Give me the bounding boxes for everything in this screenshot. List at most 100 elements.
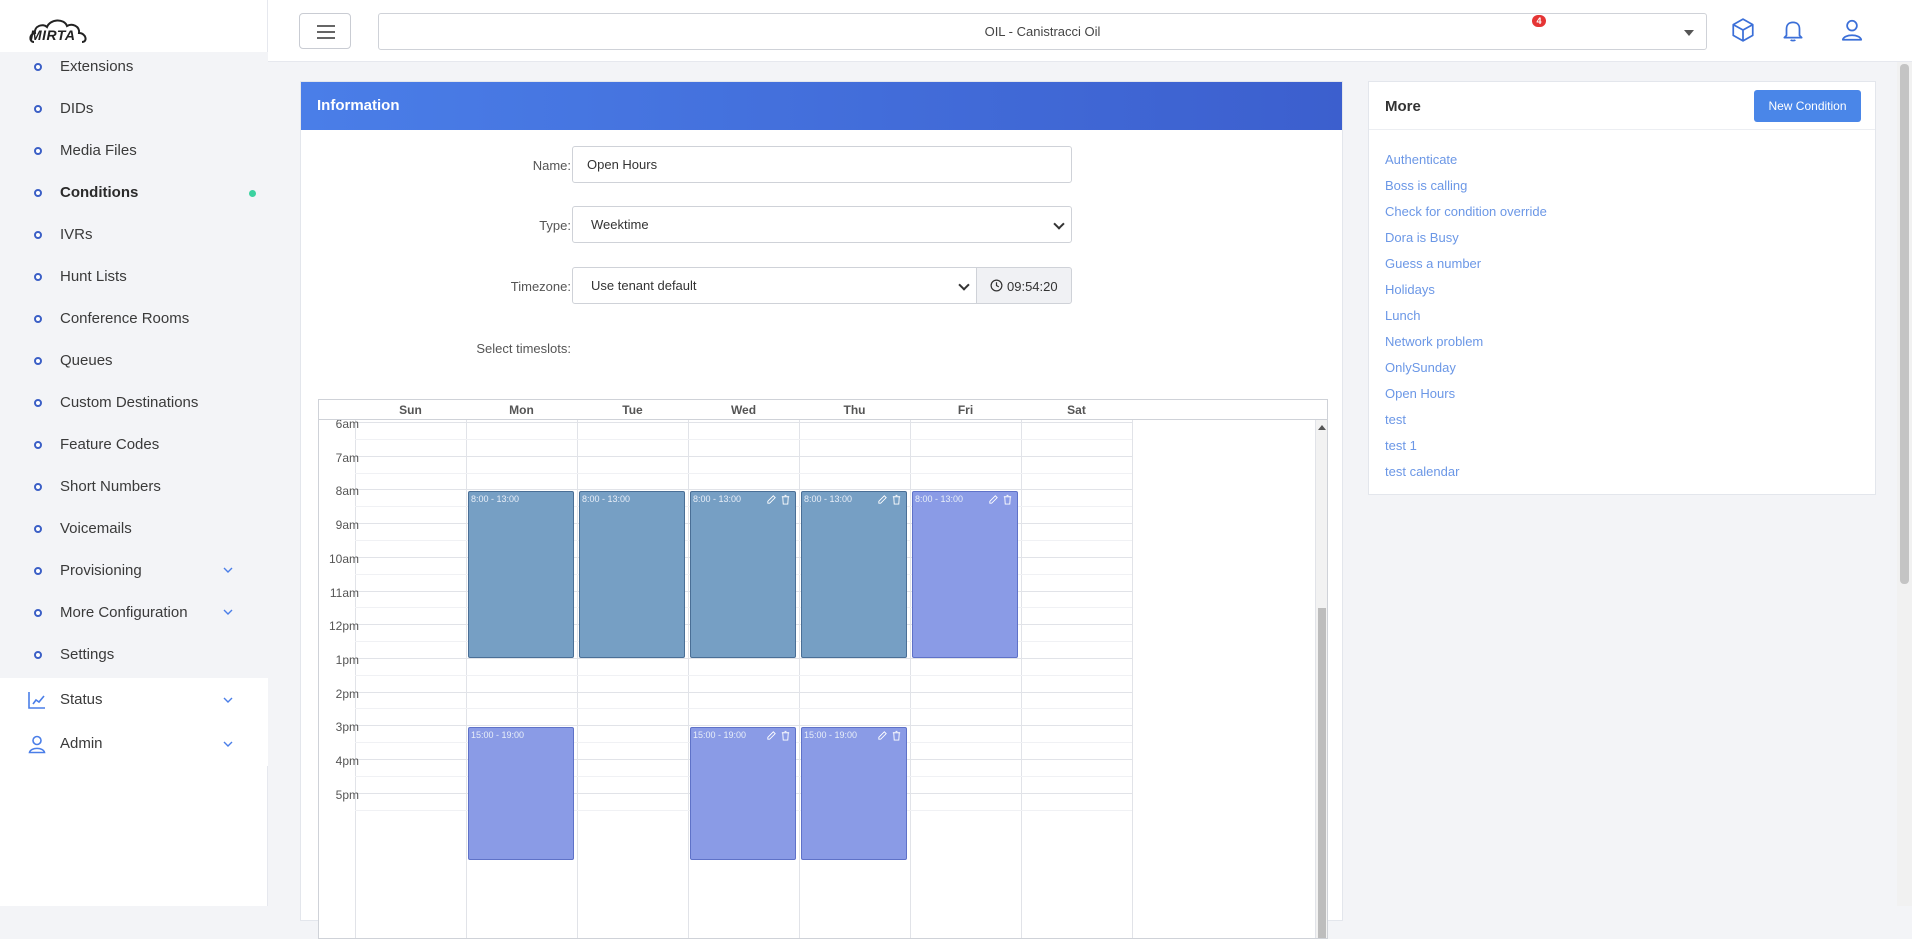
- sidebar-item-custom-destinations[interactable]: Custom Destinations: [0, 384, 268, 426]
- page-scrollbar[interactable]: [1897, 62, 1912, 906]
- condition-link[interactable]: Lunch: [1385, 308, 1421, 323]
- calendar-scrollbar[interactable]: [1315, 420, 1327, 938]
- timeslot-tue[interactable]: 8:00 - 13:00: [579, 491, 685, 658]
- bell-icon[interactable]: [1780, 17, 1806, 43]
- condition-link[interactable]: Check for condition override: [1385, 204, 1547, 219]
- chevron-down-icon: [223, 567, 233, 573]
- grid-column-line: [1021, 400, 1022, 938]
- more-title: More: [1385, 98, 1421, 115]
- timeslot-wed[interactable]: 8:00 - 13:00: [690, 491, 796, 658]
- timeslot-calendar[interactable]: 6am 7am 8am 9am 10am 11am 12pm 1pm 2pm 3pm 4pm 5pm 8…: [318, 399, 1328, 939]
- sidebar-item-media-files[interactable]: Media Files: [0, 132, 268, 174]
- scroll-up-arrow-icon[interactable]: [1318, 425, 1326, 430]
- condition-link[interactable]: Guess a number: [1385, 256, 1482, 271]
- time-label: 6am: [335, 417, 359, 431]
- sidebar-item-short-numbers[interactable]: Short Numbers: [0, 468, 268, 510]
- day-header-thu: Thu: [843, 403, 866, 417]
- condition-link[interactable]: Dora is Busy: [1385, 230, 1459, 245]
- chart-icon: [28, 692, 45, 709]
- sidebar-item-settings[interactable]: Settings: [0, 636, 268, 678]
- timeslot-mon[interactable]: 8:00 - 13:00: [468, 491, 574, 658]
- sidebar-item-hunt-lists[interactable]: Hunt Lists: [0, 258, 268, 300]
- user-account-icon[interactable]: [1839, 17, 1865, 43]
- clock-icon: [990, 279, 1003, 292]
- page-scroll-thumb[interactable]: [1900, 64, 1909, 584]
- condition-link[interactable]: Holidays: [1385, 282, 1435, 297]
- condition-link[interactable]: Authenticate: [1385, 152, 1458, 167]
- bullet-icon: [34, 189, 42, 197]
- sidebar-item-label: Settings: [60, 646, 115, 663]
- calendar-scroll-thumb[interactable]: [1318, 608, 1326, 938]
- sidebar-item-more-configuration[interactable]: More Configuration: [0, 594, 268, 636]
- edit-pencil-icon[interactable]: [877, 730, 888, 741]
- grid-column-line: [910, 400, 911, 938]
- new-condition-button[interactable]: New Condition: [1754, 90, 1861, 122]
- sidebar-item-feature-codes[interactable]: Feature Codes: [0, 426, 268, 468]
- bullet-icon: [34, 63, 42, 71]
- name-input[interactable]: Open Hours: [572, 146, 1072, 183]
- timezone-select[interactable]: Use tenant default: [572, 267, 977, 304]
- bullet-icon: [34, 315, 42, 323]
- delete-trash-icon[interactable]: [891, 494, 902, 505]
- sidebar-item-label: Hunt Lists: [60, 268, 127, 285]
- grid-column-line: [688, 400, 689, 938]
- timeslot-fri[interactable]: 8:00 - 13:00: [912, 491, 1018, 658]
- cube-icon[interactable]: [1730, 17, 1756, 43]
- sidebar-item-status[interactable]: Status: [0, 678, 268, 722]
- edit-pencil-icon[interactable]: [766, 494, 777, 505]
- bullet-icon: [34, 399, 42, 407]
- sidebar-item-provisioning[interactable]: Provisioning: [0, 552, 268, 594]
- sidebar-item-queues[interactable]: Queues: [0, 342, 268, 384]
- tenant-select-value: OIL - Canistracci Oil: [984, 24, 1101, 39]
- condition-link[interactable]: test: [1385, 412, 1406, 427]
- sidebar-item-dids[interactable]: DIDs: [0, 90, 268, 132]
- hamburger-icon: [317, 25, 335, 27]
- sidebar-item-conditions[interactable]: Conditions: [0, 174, 268, 216]
- grid-column-line: [355, 400, 356, 938]
- grid-half-hour-line: [355, 674, 1132, 676]
- edit-pencil-icon[interactable]: [988, 494, 999, 505]
- sidebar-item-admin[interactable]: Admin: [0, 722, 268, 766]
- edit-pencil-icon[interactable]: [766, 730, 777, 741]
- sidebar: MIRTA Extensions DIDs Media Files Condition…: [0, 0, 268, 906]
- cloud-logo-icon: [29, 19, 87, 43]
- more-header: More New Condition: [1369, 82, 1875, 130]
- grid-half-hour-line: [355, 708, 1132, 710]
- sidebar-item-extensions[interactable]: Extensions: [0, 48, 268, 90]
- delete-trash-icon[interactable]: [780, 730, 791, 741]
- condition-link[interactable]: test calendar: [1385, 464, 1460, 479]
- menu-toggle-button[interactable]: [299, 13, 351, 49]
- condition-link[interactable]: test 1: [1385, 438, 1417, 453]
- sidebar-item-label: Queues: [60, 352, 113, 369]
- day-header-fri: Fri: [957, 403, 974, 417]
- timeslot-wed[interactable]: 15:00 - 19:00: [690, 727, 796, 861]
- timezone-select-value: Use tenant default: [591, 278, 697, 293]
- edit-pencil-icon[interactable]: [877, 494, 888, 505]
- condition-link[interactable]: Open Hours: [1385, 386, 1456, 401]
- time-label: 3pm: [335, 720, 359, 735]
- sidebar-item-conference-rooms[interactable]: Conference Rooms: [0, 300, 268, 342]
- timezone-label: Timezone:: [510, 279, 571, 294]
- grid-hour-line: [355, 657, 1132, 659]
- chevron-down-icon: [223, 741, 233, 747]
- sidebar-item-ivrs[interactable]: IVRs: [0, 216, 268, 258]
- condition-link[interactable]: OnlySunday: [1385, 360, 1456, 375]
- delete-trash-icon[interactable]: [780, 494, 791, 505]
- sidebar-item-voicemails[interactable]: Voicemails: [0, 510, 268, 552]
- condition-link[interactable]: Boss is calling: [1385, 178, 1468, 193]
- timeslot-thu[interactable]: 8:00 - 13:00: [801, 491, 907, 658]
- sidebar-item-label: Extensions: [60, 58, 134, 75]
- grid-column-line: [577, 400, 578, 938]
- timeslot-time: 15:00 - 19:00: [693, 730, 747, 741]
- type-select[interactable]: Weektime: [572, 206, 1072, 243]
- condition-link[interactable]: Network problem: [1385, 334, 1484, 349]
- information-title: Information: [317, 97, 400, 114]
- timeslot-thu[interactable]: 15:00 - 19:00: [801, 727, 907, 861]
- grid-half-hour-line: [355, 472, 1132, 474]
- delete-trash-icon[interactable]: [891, 730, 902, 741]
- timeslot-time: 15:00 - 19:00: [804, 730, 858, 741]
- timeslot-mon[interactable]: 15:00 - 19:00: [468, 727, 574, 861]
- mirta-logo[interactable]: MIRTA: [28, 14, 92, 46]
- tenant-select[interactable]: OIL - Canistracci Oil: [378, 13, 1707, 50]
- delete-trash-icon[interactable]: [1002, 494, 1013, 505]
